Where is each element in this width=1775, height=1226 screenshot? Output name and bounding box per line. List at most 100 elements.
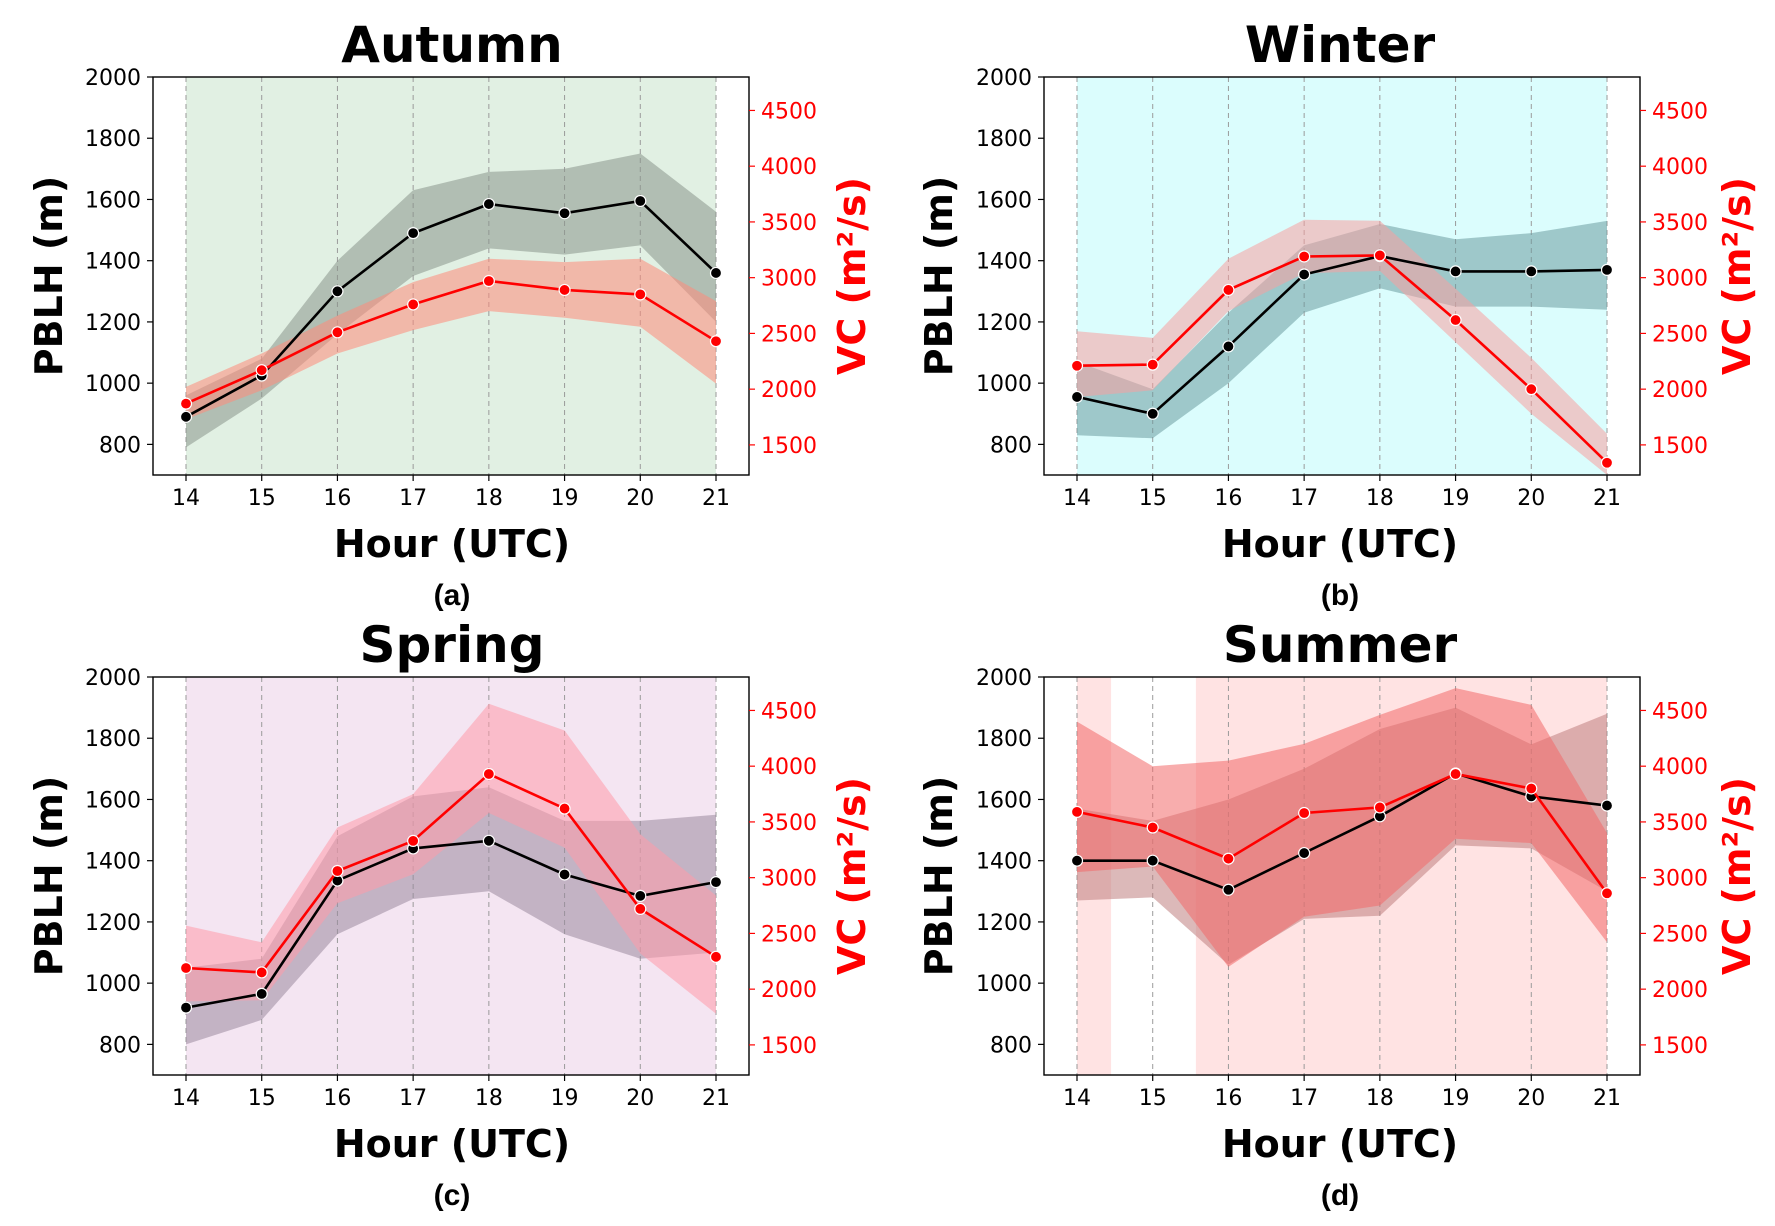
x-tick-label: 15 bbox=[248, 1086, 276, 1111]
y2-axis-label: VC (m²/s) bbox=[1715, 177, 1759, 375]
vc-point bbox=[1298, 250, 1311, 263]
y-axis-label: PBLH (m) bbox=[27, 776, 71, 976]
x-tick-label: 20 bbox=[1517, 1086, 1545, 1111]
panel-label: (c) bbox=[434, 1179, 471, 1212]
y2-axis-label: VC (m²/s) bbox=[830, 777, 874, 975]
y-tick-label: 800 bbox=[990, 433, 1032, 458]
pblh-point bbox=[1146, 407, 1159, 420]
x-axis-label: Hour (UTC) bbox=[334, 522, 570, 566]
x-tick-label: 17 bbox=[399, 486, 427, 511]
vc-point bbox=[331, 864, 344, 878]
vc-point bbox=[1373, 249, 1386, 262]
pblh-confidence-band bbox=[186, 153, 716, 448]
y-tick-label: 1200 bbox=[976, 911, 1032, 936]
x-tick-label: 18 bbox=[475, 1086, 503, 1111]
pblh-line bbox=[1077, 771, 1608, 892]
y2-tick-label: 2500 bbox=[1652, 922, 1708, 947]
y-tick-label: 1600 bbox=[976, 788, 1032, 813]
panel-title: Autumn bbox=[341, 16, 562, 74]
vc-point bbox=[482, 274, 495, 288]
pblh-point bbox=[1070, 390, 1084, 404]
panel-title: Spring bbox=[360, 616, 545, 674]
y2-tick-label: 2000 bbox=[761, 978, 817, 1003]
vc-point bbox=[1449, 767, 1462, 781]
pblh-point bbox=[482, 197, 495, 211]
vc-point bbox=[709, 950, 723, 963]
y-tick-label: 800 bbox=[99, 433, 141, 458]
vc-line bbox=[1076, 254, 1608, 464]
y2-tick-label: 3000 bbox=[761, 267, 817, 292]
pblh-point bbox=[558, 868, 571, 881]
vc-line bbox=[185, 772, 717, 974]
vc-point bbox=[634, 902, 647, 915]
vc-confidence-band bbox=[186, 703, 716, 1014]
vc-point bbox=[1600, 887, 1614, 900]
vc-point bbox=[1070, 805, 1084, 818]
y2-tick-label: 2000 bbox=[761, 378, 817, 403]
y-axis-label: PBLH (m) bbox=[917, 176, 961, 376]
axes-frame bbox=[1043, 676, 1641, 1076]
pblh-point bbox=[179, 410, 193, 423]
y2-tick-label: 3000 bbox=[1652, 267, 1708, 292]
pblh-point bbox=[1298, 268, 1311, 281]
y2-tick-label: 2500 bbox=[761, 322, 817, 347]
x-tick-label: 14 bbox=[172, 1086, 200, 1111]
x-tick-label: 19 bbox=[1442, 486, 1470, 511]
vc-point bbox=[634, 288, 647, 301]
y-tick-label: 1200 bbox=[976, 311, 1032, 336]
y-tick-label: 1400 bbox=[976, 250, 1032, 275]
panel-autumn: 14 15 16 17 18 19 20 21 800 1000 1200 1400 1600 1800 2… bbox=[27, 16, 874, 612]
y-tick-label: 1800 bbox=[976, 727, 1032, 752]
y2-tick-label: 2500 bbox=[1652, 322, 1708, 347]
pblh-point bbox=[1222, 340, 1235, 353]
x-tick-label: 16 bbox=[323, 486, 351, 511]
pblh-point bbox=[1600, 263, 1614, 276]
vc-point bbox=[1222, 283, 1235, 297]
vc-point bbox=[407, 298, 420, 311]
y-tick-label: 1000 bbox=[85, 372, 141, 397]
pblh-point bbox=[1449, 265, 1462, 278]
panel-winter: 14 15 16 17 18 19 20 21 800 1000 1200 1400 1600 1800 2… bbox=[917, 16, 1759, 612]
y2-tick-label: 2000 bbox=[1652, 378, 1708, 403]
y2-axis-label: VC (m²/s) bbox=[1715, 777, 1759, 975]
x-tick-label: 14 bbox=[1063, 486, 1091, 511]
vc-point bbox=[1222, 852, 1235, 865]
vc-point bbox=[1600, 456, 1614, 469]
y-tick-label: 1000 bbox=[85, 972, 141, 997]
pblh-point bbox=[634, 194, 647, 208]
vc-point bbox=[1146, 358, 1159, 371]
x-tick-label: 16 bbox=[323, 1086, 351, 1111]
y-tick-label: 1200 bbox=[85, 311, 141, 336]
pblh-point bbox=[634, 889, 647, 903]
y-tick-label: 1800 bbox=[976, 127, 1032, 152]
y-tick-label: 1800 bbox=[85, 127, 141, 152]
x-tick-label: 19 bbox=[1442, 1086, 1470, 1111]
vc-point bbox=[255, 364, 268, 377]
y2-tick-label: 3500 bbox=[761, 811, 817, 836]
vc-confidence-band bbox=[1077, 219, 1607, 475]
y2-axis-label: VC (m²/s) bbox=[830, 177, 874, 375]
pblh-point bbox=[179, 1001, 193, 1014]
y2-tick-label: 4500 bbox=[1652, 699, 1708, 724]
pblh-point bbox=[709, 266, 723, 280]
axes-frame bbox=[152, 676, 750, 1076]
pblh-point bbox=[1525, 265, 1538, 278]
panel-label: (d) bbox=[1321, 1179, 1359, 1212]
x-tick-label: 15 bbox=[248, 486, 276, 511]
y-tick-label: 2000 bbox=[85, 666, 141, 691]
x-tick-label: 21 bbox=[1593, 486, 1621, 511]
y-tick-label: 800 bbox=[990, 1033, 1032, 1058]
axes-frame bbox=[1043, 76, 1641, 476]
y2-tick-label: 4000 bbox=[1652, 755, 1708, 780]
y-tick-label: 1000 bbox=[976, 972, 1032, 997]
x-tick-label: 18 bbox=[1366, 1086, 1394, 1111]
y2-tick-label: 3500 bbox=[1652, 811, 1708, 836]
pblh-point bbox=[709, 876, 723, 889]
panel-title: Winter bbox=[1245, 16, 1436, 74]
y-tick-label: 1400 bbox=[85, 850, 141, 875]
x-axis-label: Hour (UTC) bbox=[334, 1122, 570, 1166]
y2-tick-label: 1500 bbox=[1652, 434, 1708, 459]
x-tick-label: 19 bbox=[551, 486, 579, 511]
pblh-point bbox=[331, 285, 344, 298]
pblh-point bbox=[558, 207, 571, 220]
